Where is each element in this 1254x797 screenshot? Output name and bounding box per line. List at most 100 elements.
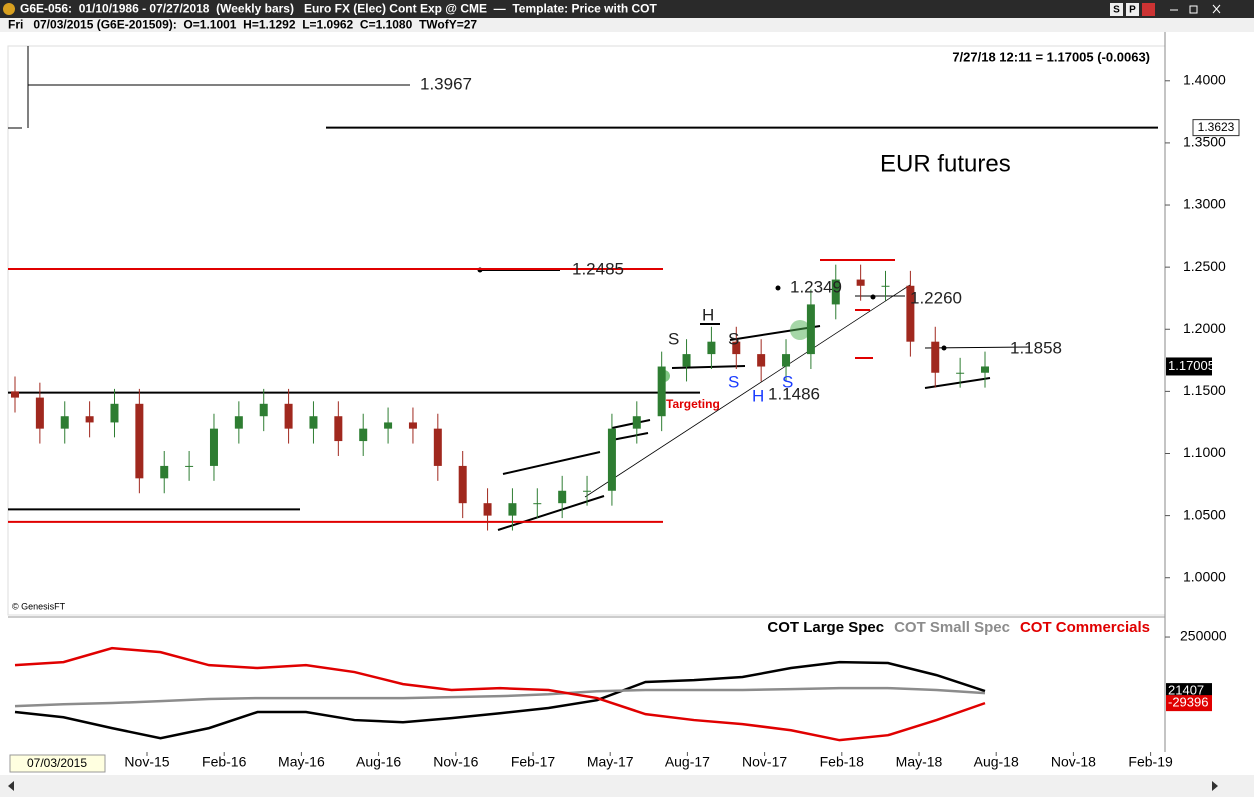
x-tick-label: May-17 (587, 754, 634, 770)
legend-entry: COT Commercials (1020, 619, 1150, 636)
candle-body (856, 279, 865, 286)
x-tick-label: Aug-16 (356, 754, 401, 770)
cot-line (14, 660, 986, 740)
cot-line (14, 646, 986, 742)
candle-body (284, 403, 293, 429)
candle-body (682, 354, 691, 367)
candle-body (558, 490, 567, 504)
window-controls[interactable] (1170, 4, 1221, 14)
y-tick-label: 1.2500 (1183, 258, 1226, 274)
y-tick-label: 1.3000 (1183, 196, 1226, 212)
dot (870, 294, 876, 300)
candle-body (931, 341, 940, 373)
annotation: S (782, 372, 793, 391)
annotation: 1.1486 (768, 384, 820, 403)
last-price-box (1166, 357, 1212, 376)
x-tick-label: May-18 (896, 754, 943, 770)
candle-body (782, 354, 791, 367)
markers (820, 259, 895, 359)
x-tick-label: Nov-18 (1051, 754, 1096, 770)
candle-body (483, 503, 492, 516)
date-box-label: 07/03/2015 (27, 756, 87, 770)
candle-body (408, 422, 417, 429)
last-value-label: -29396 (1168, 695, 1208, 710)
button[interactable] (1126, 3, 1139, 16)
legend: COT Large Spec COT Small Spec COT Commerci… (767, 619, 1150, 636)
candle-body (956, 372, 965, 374)
candle-body (60, 416, 69, 429)
cot-line (14, 686, 986, 708)
last-value-box (1166, 695, 1212, 712)
marker-box (1192, 119, 1240, 137)
x-tick-label: Feb-18 (820, 754, 865, 770)
scrollbar[interactable] (0, 775, 1254, 797)
y-tick-label: 1.1000 (1183, 444, 1226, 460)
annotation: 1.3967 (420, 74, 472, 93)
marker-label: 1.3623 (1198, 120, 1235, 134)
title-bar (0, 0, 1254, 18)
x-tick-label: Feb-16 (202, 754, 247, 770)
candle-body (259, 403, 268, 417)
drawings (8, 46, 1031, 531)
candle-body (806, 304, 815, 355)
dot (775, 285, 781, 291)
button[interactable] (1142, 3, 1155, 16)
candle-body (831, 279, 840, 305)
y-tick-label: 1.3500 (1183, 134, 1226, 150)
candle-body (906, 285, 915, 342)
candle-body (732, 341, 741, 355)
candle-body (110, 403, 119, 423)
candle-body (160, 465, 169, 479)
candle-body (533, 503, 542, 505)
button[interactable] (1110, 3, 1123, 16)
app-icon (3, 3, 15, 15)
x-tick-label: Aug-17 (665, 754, 710, 770)
y-tick-label: 1.0000 (1183, 568, 1226, 584)
annotation: 1.1858 (1010, 338, 1062, 357)
annotation: S (728, 372, 739, 391)
candle-body (607, 428, 616, 491)
annotation: H (752, 386, 764, 405)
candle-body (707, 341, 716, 355)
dot (941, 345, 947, 351)
x-tick-label: May-16 (278, 754, 325, 770)
candle-body (309, 416, 318, 429)
info-bar (0, 18, 1254, 32)
y-tick-label: 1.2000 (1183, 320, 1226, 336)
candle-body (458, 465, 467, 504)
last-value-box (1166, 683, 1212, 700)
annotation: S (668, 329, 679, 348)
candle-body (85, 416, 94, 423)
candle-body (657, 366, 666, 417)
candle-body (334, 416, 343, 442)
candle-body (234, 416, 243, 429)
legend-entry: COT Large Spec (767, 619, 884, 636)
date-box (9, 754, 106, 773)
button-label[interactable]: P (1129, 5, 1136, 16)
candle-body (757, 354, 766, 367)
signal (790, 320, 810, 340)
annotation: Targeting (666, 397, 720, 411)
info-text: Fri 07/03/2015 (G6E-201509): O=1.1001 H=… (8, 18, 477, 32)
x-tick-label: Nov-15 (124, 754, 169, 770)
chart-title: EUR futures (880, 150, 1011, 177)
candle-body (384, 422, 393, 429)
candle-body (185, 465, 194, 467)
candle-body (881, 285, 890, 287)
y-tick-label: 1.4000 (1183, 71, 1226, 87)
legend-entry: COT Small Spec (894, 619, 1010, 636)
candle-body (35, 397, 44, 429)
annotation: 1.2260 (910, 288, 962, 307)
candle-body (135, 403, 144, 479)
x-tick-label: Aug-18 (974, 754, 1019, 770)
annotation: S (728, 329, 739, 348)
annotation: 1.2485 (572, 259, 624, 278)
candle-body (508, 503, 517, 516)
button-label[interactable]: S (1113, 5, 1120, 16)
quote: 7/27/18 12:11 = 1.17005 (-0.0063) (952, 49, 1150, 64)
window-title: G6E-056: 01/10/1986 - 07/27/2018 (Weekly… (20, 2, 657, 16)
candle-body (433, 428, 442, 466)
last-price-label: 1.17005 (1168, 358, 1215, 373)
y-tick-label: 250000 (1180, 628, 1227, 644)
